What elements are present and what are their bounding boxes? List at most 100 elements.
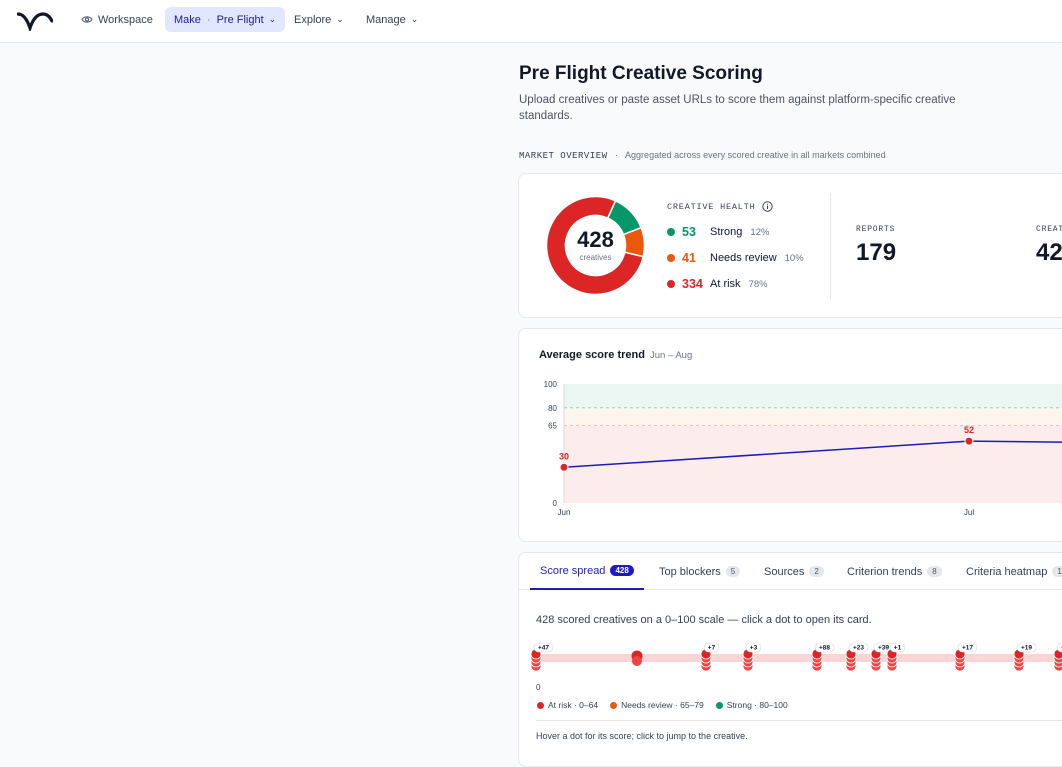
x-tick-label: Jul	[964, 508, 974, 517]
nav-explore-label: Explore	[294, 13, 332, 26]
creative-health-card: 428 creatives CREATIVE HEALTH 53 Strong …	[518, 173, 1062, 318]
y-tick-label: 80	[548, 404, 557, 413]
nav-explore[interactable]: Explore ⌄	[285, 7, 353, 32]
page-subtitle: Upload creatives or paste asset URLs to …	[519, 94, 956, 122]
tab-label: Criteria heatmap	[966, 565, 1048, 578]
cluster-badge	[957, 642, 978, 653]
legend-dot	[715, 701, 723, 709]
top-nav: Workspace Make · Pre Flight ⌄ Explore ⌄ …	[0, 0, 1062, 43]
at-risk-pct: 78%	[748, 278, 768, 290]
needs-review-pct: 10%	[784, 252, 804, 264]
nav-manage[interactable]: Manage ⌄	[357, 7, 427, 32]
tab-criteria-heatmap[interactable]: Criteria heatmap 1	[966, 553, 1062, 590]
trend-title: Average score trend Jun – Aug	[539, 349, 692, 361]
creatives-stat-label: CREATIVES	[1036, 225, 1062, 234]
overview-separator: ·	[615, 150, 619, 160]
cluster-count: +88	[819, 645, 830, 652]
at-risk-label: At risk	[710, 278, 741, 290]
donut-slice-at-risk[interactable]	[545, 195, 645, 296]
cluster-badge	[889, 642, 906, 653]
cluster-count: +47	[538, 645, 549, 652]
nav-manage-label: Manage	[366, 13, 406, 26]
legend-label: Needs review · 65–79	[621, 700, 704, 710]
cluster-count: +17	[962, 645, 973, 652]
trend-point[interactable]	[559, 462, 569, 472]
tab-bar: Score spread 428 Top blockers 5 Sources 2 C…	[519, 553, 1062, 590]
cluster-badge	[1016, 642, 1037, 653]
tab-count-badge: 5	[725, 566, 741, 577]
donut-svg	[545, 195, 646, 296]
spread-description: 428 scored creatives on a 0–100 scale — …	[536, 614, 872, 626]
cluster-count: +23	[853, 645, 864, 652]
cluster-badge	[703, 642, 720, 653]
tab-count-badge: 8	[927, 566, 942, 577]
market-overview-label: MARKET OVERVIEW	[519, 151, 608, 161]
tab-label: Score spread	[540, 564, 606, 577]
info-icon[interactable]	[761, 201, 773, 212]
trend-title-text: Average score trend	[539, 349, 645, 361]
trend-point-label: 30	[559, 451, 569, 461]
strong-label: Strong	[710, 226, 743, 238]
nav-separator: ·	[206, 13, 211, 26]
market-overview-header: MARKET OVERVIEW · Aggregated across ever…	[519, 150, 886, 161]
score-trend-card: Average score trend Jun – Aug 100 80 65 0 Jun…	[518, 328, 1062, 542]
strong-pct: 12%	[750, 226, 770, 238]
tab-count-badge: 1	[1052, 566, 1062, 577]
brand-logo[interactable]	[17, 11, 53, 31]
tab-sources[interactable]: Sources 2	[764, 553, 824, 590]
cluster-badge	[1056, 642, 1062, 653]
legend-strong: Strong · 80–100	[715, 700, 788, 710]
cluster-badge	[533, 642, 554, 653]
tab-score-spread[interactable]: Score spread 428	[530, 553, 644, 590]
health-row-at-risk[interactable]: 334 At risk 78%	[667, 276, 768, 292]
nav-make[interactable]: Make · Pre Flight ⌄	[165, 7, 286, 32]
cluster-badge	[745, 642, 762, 653]
creatives-stat-value: 428	[1036, 239, 1062, 266]
legend-dot	[537, 701, 544, 709]
nav-make-label: Make	[174, 13, 201, 26]
at-risk-dot	[667, 280, 675, 288]
needs-review-count: 41	[682, 251, 696, 265]
score-dot[interactable]	[632, 656, 642, 666]
tab-criterion-trends[interactable]: Criterion trends 8	[847, 553, 942, 590]
chevron-down-icon: ⌄	[410, 14, 419, 24]
axis-start-label: 0	[536, 683, 541, 692]
cluster-count: +27	[1061, 645, 1062, 652]
creative-health-title-text: CREATIVE HEALTH	[667, 201, 756, 212]
chevron-down-icon: ⌄	[268, 14, 277, 24]
at-risk-count: 334	[682, 277, 703, 291]
y-tick-label: 0	[553, 499, 558, 508]
nav-workspace-label: Workspace	[98, 13, 153, 26]
eye-icon	[81, 16, 93, 23]
health-row-needs-review[interactable]: 41 Needs review 10%	[667, 250, 804, 266]
reports-stat-label: REPORTS	[856, 225, 896, 234]
strong-count: 53	[682, 225, 696, 239]
health-row-strong[interactable]: 53 Strong 12%	[667, 224, 769, 240]
trend-point-label: 52	[964, 425, 974, 435]
reports-stat-value: 179	[856, 239, 897, 266]
nav-make-sub: Pre Flight	[216, 13, 264, 26]
band-review	[564, 407, 1062, 426]
chevron-down-icon: ⌄	[336, 14, 344, 24]
cluster-count: +3	[750, 645, 758, 652]
trend-point[interactable]	[964, 436, 974, 446]
cluster-count: +1	[894, 645, 902, 652]
strong-dot	[667, 228, 675, 236]
band-risk	[564, 425, 1062, 503]
donut-total-label: creatives	[579, 253, 612, 262]
tab-count-badge: 2	[809, 566, 824, 577]
x-tick-label: Jun	[558, 508, 571, 517]
cluster-badge	[814, 642, 835, 653]
nav-workspace[interactable]: Workspace	[72, 7, 162, 32]
legend-at-risk: At risk · 0–64	[537, 700, 598, 710]
tab-top-blockers[interactable]: Top blockers 5	[659, 553, 741, 590]
legend-dot	[610, 701, 618, 709]
tab-label: Sources	[764, 565, 805, 578]
needs-review-dot	[667, 254, 675, 262]
divider	[536, 720, 1062, 721]
analysis-tabs-card: Score spread 428 Top blockers 5 Sources 2 C…	[518, 552, 1062, 767]
needs-review-label: Needs review	[710, 252, 777, 264]
cluster-count: +19	[1021, 645, 1032, 652]
creative-health-title: CREATIVE HEALTH	[667, 201, 773, 212]
page-title: Pre Flight Creative Scoring	[519, 63, 763, 84]
